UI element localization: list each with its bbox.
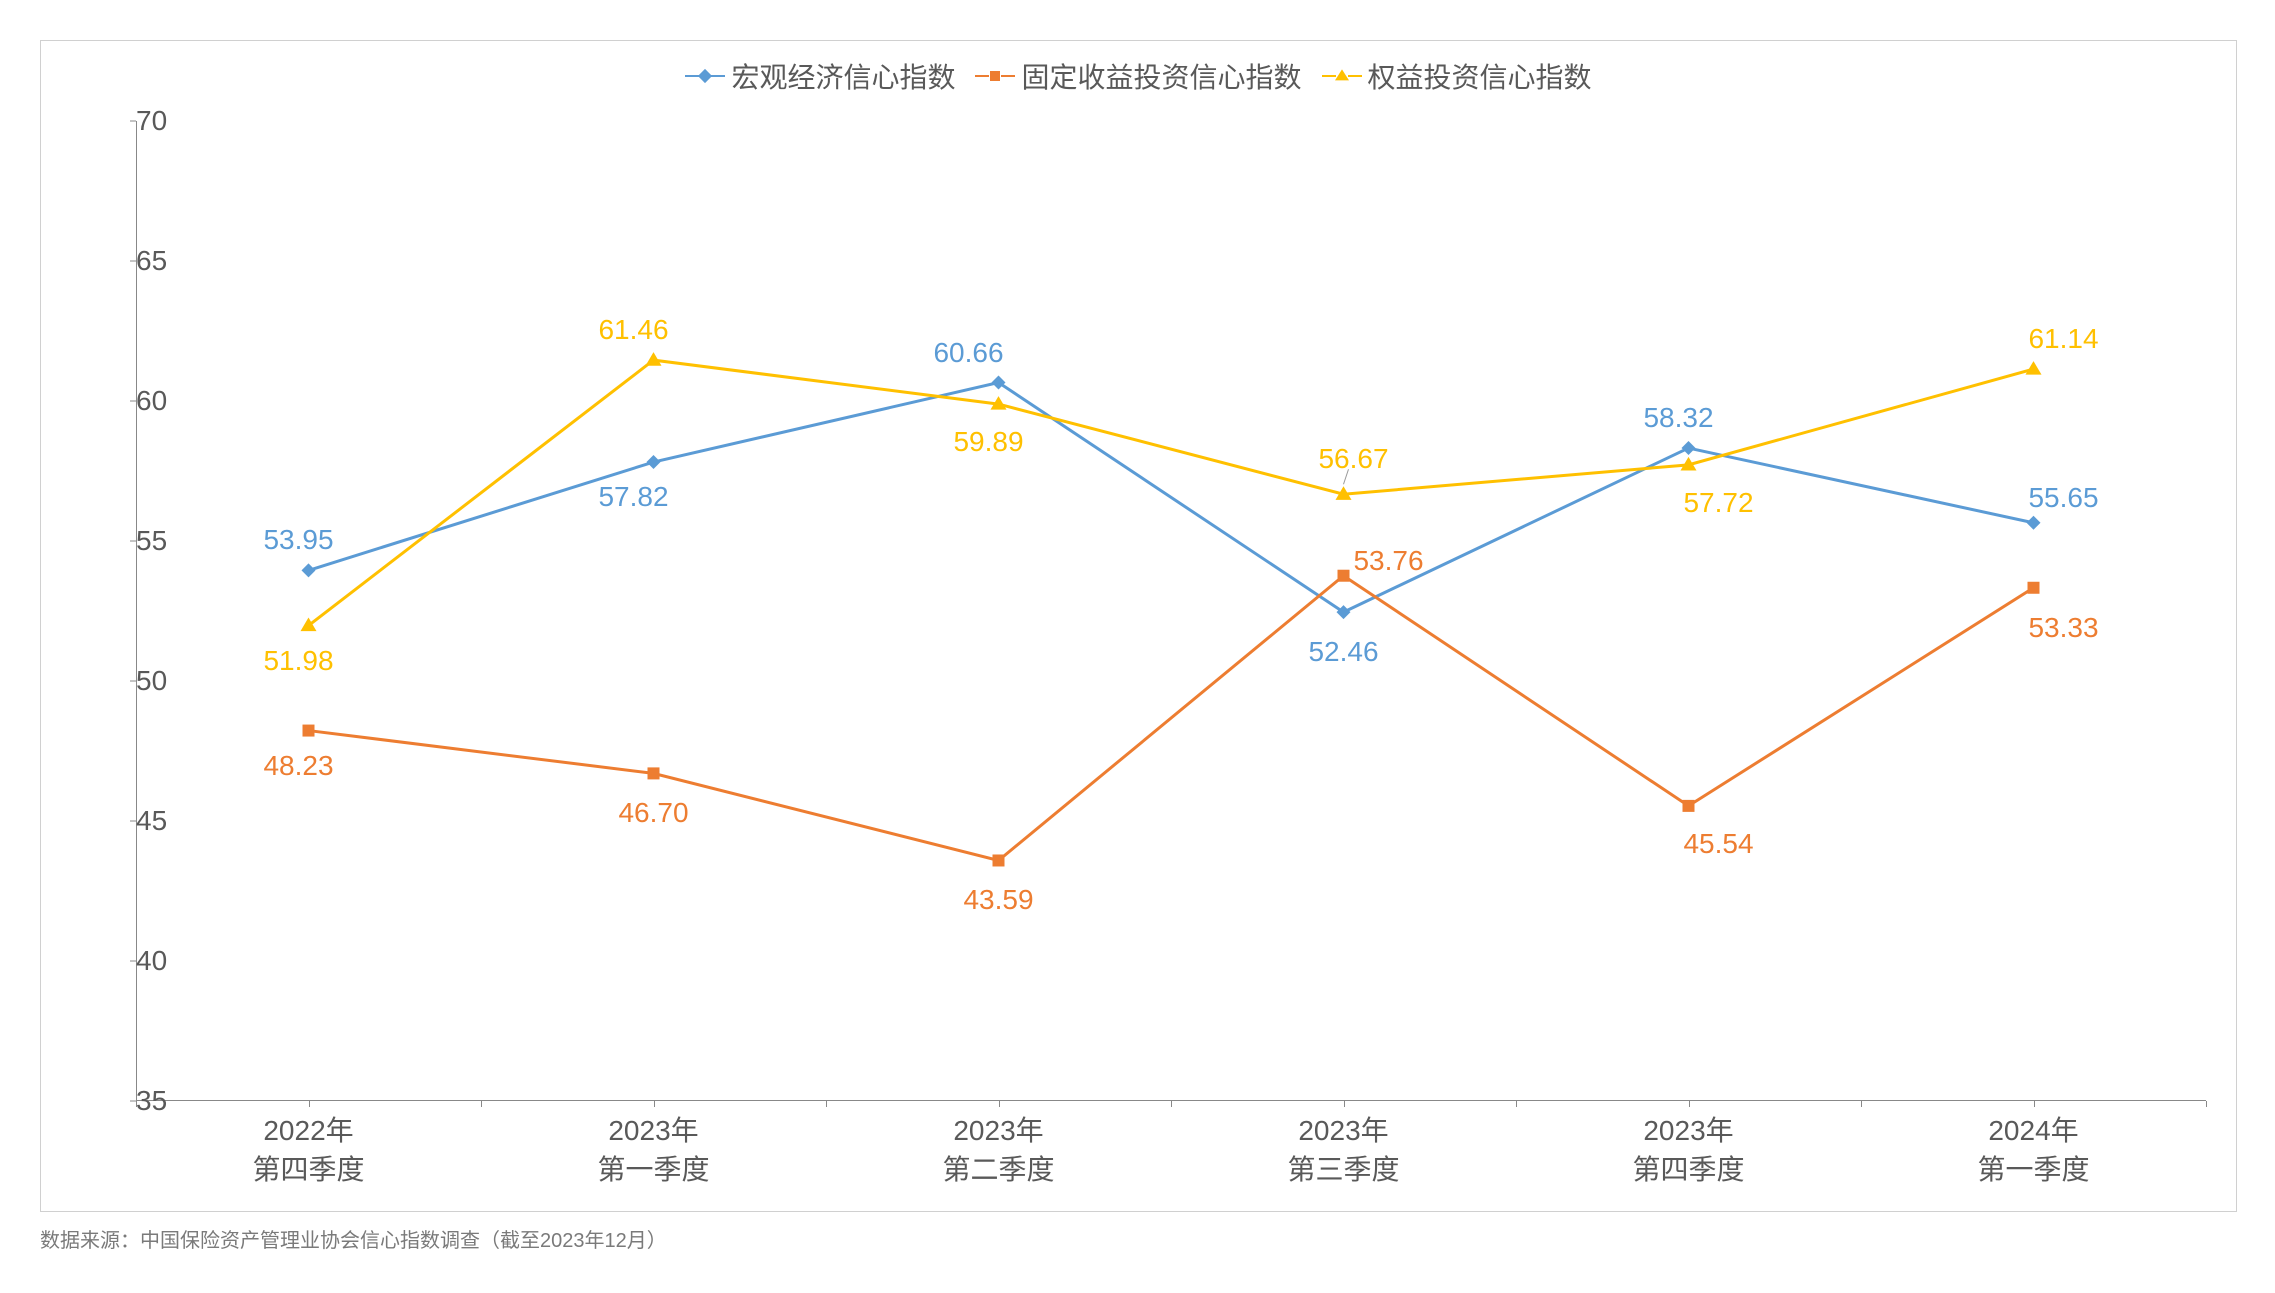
data-marker-icon xyxy=(993,854,1005,866)
series-line xyxy=(309,383,2034,613)
data-label: 53.95 xyxy=(263,524,333,556)
legend-item: 权益投资信心指数 xyxy=(1322,56,1592,96)
x-boundary-tick xyxy=(826,1101,827,1107)
legend-item: 固定收益投资信心指数 xyxy=(975,56,1301,96)
data-label: 57.72 xyxy=(1683,487,1753,519)
data-label: 61.14 xyxy=(2028,323,2098,355)
data-label: 53.76 xyxy=(1353,545,1423,577)
x-boundary-tick xyxy=(1861,1101,1862,1107)
data-marker-icon xyxy=(1682,441,1696,455)
data-marker-icon xyxy=(646,352,662,366)
data-label: 43.59 xyxy=(963,884,1033,916)
data-marker-icon xyxy=(647,455,661,469)
data-marker-icon xyxy=(2026,361,2042,375)
legend-item: 宏观经济信心指数 xyxy=(685,56,955,96)
data-marker-icon xyxy=(2027,516,2041,530)
legend-label: 权益投资信心指数 xyxy=(1368,56,1592,96)
data-label: 45.54 xyxy=(1683,828,1753,860)
x-tick-label: 2022年 第四季度 xyxy=(252,1101,364,1189)
data-label: 48.23 xyxy=(263,750,333,782)
data-marker-icon xyxy=(302,563,316,577)
data-marker-icon xyxy=(303,725,315,737)
data-label: 57.82 xyxy=(598,481,668,513)
chart-container: 宏观经济信心指数 固定收益投资信心指数 权益投资信心指数 35404550556065… xyxy=(40,40,2237,1212)
source-note: 数据来源：中国保险资产管理业协会信心指数调查（截至2023年12月） xyxy=(40,1212,2235,1253)
plot-area: 35404550556065702022年 第四季度2023年 第一季度2023… xyxy=(136,121,2206,1101)
legend-marker-icon xyxy=(685,75,725,77)
data-label: 59.89 xyxy=(953,426,1023,458)
data-marker-icon xyxy=(1338,570,1350,582)
legend-marker-icon xyxy=(1322,75,1362,77)
data-label: 60.66 xyxy=(933,337,1003,369)
data-label: 51.98 xyxy=(263,645,333,677)
x-boundary-tick xyxy=(1171,1101,1172,1107)
legend-marker-icon xyxy=(975,75,1015,77)
data-label: 58.32 xyxy=(1643,402,1713,434)
legend: 宏观经济信心指数 固定收益投资信心指数 权益投资信心指数 xyxy=(41,41,2236,101)
x-boundary-tick xyxy=(481,1101,482,1107)
x-tick-label: 2024年 第一季度 xyxy=(1977,1101,2089,1189)
data-marker-icon xyxy=(2028,582,2040,594)
data-label: 53.33 xyxy=(2028,612,2098,644)
data-label: 52.46 xyxy=(1308,636,1378,668)
data-label: 55.65 xyxy=(2028,482,2098,514)
x-boundary-tick xyxy=(2206,1101,2207,1107)
data-label: 61.46 xyxy=(598,314,668,346)
series-line xyxy=(309,360,2034,625)
data-marker-icon xyxy=(648,767,660,779)
x-tick-label: 2023年 第三季度 xyxy=(1287,1101,1399,1189)
x-tick-label: 2023年 第一季度 xyxy=(597,1101,709,1189)
x-boundary-tick xyxy=(1516,1101,1517,1107)
series-line xyxy=(309,576,2034,861)
x-tick-label: 2023年 第二季度 xyxy=(942,1101,1054,1189)
plot-svg xyxy=(136,121,2206,1101)
x-tick-label: 2023年 第四季度 xyxy=(1632,1101,1744,1189)
x-boundary-tick xyxy=(136,1101,137,1107)
data-label: 56.67 xyxy=(1318,443,1388,475)
legend-label: 固定收益投资信心指数 xyxy=(1021,56,1301,96)
legend-label: 宏观经济信心指数 xyxy=(731,56,955,96)
data-label: 46.70 xyxy=(618,797,688,829)
data-marker-icon xyxy=(1683,800,1695,812)
